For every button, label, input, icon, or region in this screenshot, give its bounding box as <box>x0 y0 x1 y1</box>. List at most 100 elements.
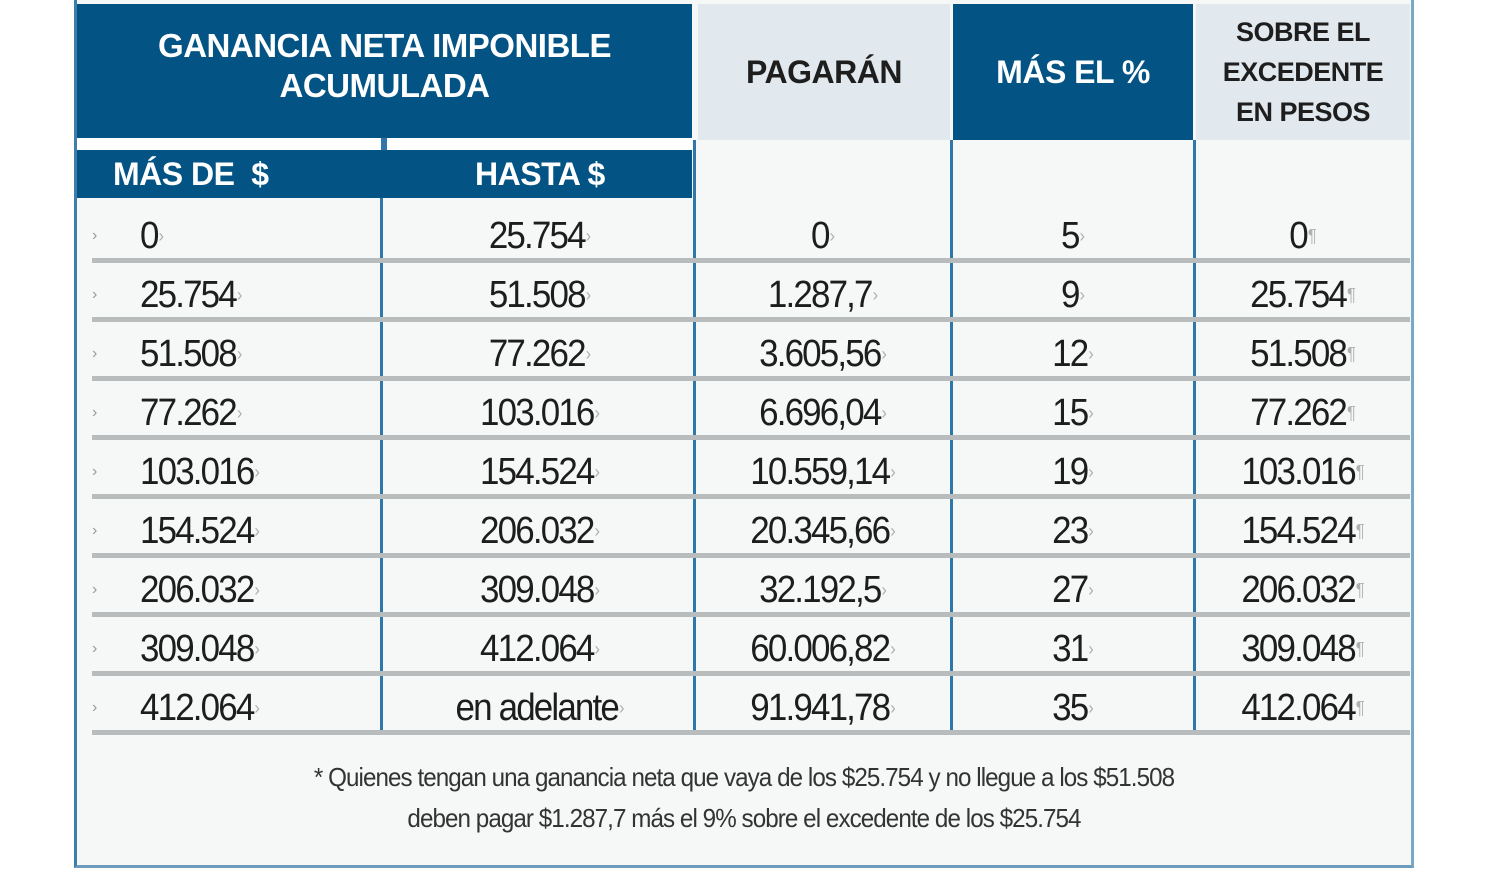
cell-hasta: 103.016 › <box>399 384 681 442</box>
tab-mark-icon: › <box>236 402 243 423</box>
footnote-line2: deben pagar $1.287,7 más el 9% sobre el … <box>407 803 1081 833</box>
cell-excedente: 77.262 ¶ <box>1205 384 1402 442</box>
tab-mark-icon: › <box>618 697 625 718</box>
tab-mark-icon: › <box>92 345 98 362</box>
cell-pct: 31 › <box>963 620 1184 678</box>
cell-excedente-value: 154.524 <box>1241 509 1356 552</box>
cell-mas-de: 0 › <box>140 207 164 265</box>
cell-hasta: 154.524 › <box>399 443 681 501</box>
tab-mark-icon: › <box>585 225 592 246</box>
cell-excedente-value: 206.032 <box>1241 568 1356 611</box>
cell-excedente-value: 51.508 <box>1250 332 1348 375</box>
cell-hasta-value: en adelante <box>455 686 620 729</box>
row-separator <box>92 376 1410 381</box>
cell-mas-de-value: 206.032 <box>140 568 255 611</box>
table-row: › 154.524 › 206.032 › 20.345,66 › 23 › 154.524 ¶ <box>0 502 1500 560</box>
tab-mark-icon: › <box>1088 520 1094 541</box>
tab-mark-icon: › <box>585 284 592 305</box>
cell-pct: 35 › <box>963 679 1184 737</box>
cell-pagaran: 0 › <box>706 207 940 265</box>
row-separator <box>92 317 1410 322</box>
cell-excedente: 103.016 ¶ <box>1205 443 1402 501</box>
cell-mas-de-value: 25.754 <box>140 273 238 316</box>
tab-mark-icon: › <box>594 520 600 541</box>
tab-mark-icon: › <box>254 579 260 600</box>
cell-hasta: 412.064 › <box>399 620 681 678</box>
cell-pct: 5 › <box>963 207 1184 265</box>
cell-mas-de: 77.262 › <box>140 384 242 442</box>
tab-mark-icon: › <box>890 461 896 482</box>
cell-mas-de-value: 103.016 <box>140 450 255 493</box>
cell-excedente-value: 103.016 <box>1241 450 1356 493</box>
pilcrow-icon: ¶ <box>1355 520 1365 541</box>
cell-pagaran: 1.287,7 › <box>706 266 940 324</box>
cell-pagaran-value: 6.696,04 <box>759 391 882 434</box>
cell-pagaran-value: 0 <box>810 214 830 257</box>
cell-mas-de-value: 51.508 <box>140 332 238 375</box>
tab-mark-icon: › <box>92 581 98 598</box>
tab-mark-icon: › <box>829 225 836 246</box>
tab-mark-icon: › <box>92 522 98 539</box>
cell-mas-de-value: 0 <box>140 214 159 257</box>
pilcrow-icon: ¶ <box>1346 284 1356 305</box>
cell-pagaran-value: 60.006,82 <box>750 627 891 670</box>
pilcrow-icon: ¶ <box>1346 343 1356 364</box>
header-mas-de: MÁS DE $ HASTA $ <box>77 150 692 198</box>
cell-mas-de: 309.048 › <box>140 620 260 678</box>
cell-pagaran-value: 1.287,7 <box>767 273 874 316</box>
cell-pct: 15 › <box>963 384 1184 442</box>
cell-mas-de-value: 309.048 <box>140 627 255 670</box>
tab-mark-icon: › <box>254 638 260 659</box>
cell-excedente-value: 0 <box>1289 214 1308 257</box>
tab-mark-icon: › <box>594 402 600 423</box>
cell-excedente: 0 ¶ <box>1205 207 1402 265</box>
tab-mark-icon: › <box>254 461 260 482</box>
header-ganancia-line1: GANANCIA NETA IMPONIBLE <box>158 27 611 64</box>
cell-hasta-value: 25.754 <box>488 214 587 257</box>
header-sobre-line2: EXCEDENTE <box>1222 57 1384 87</box>
cell-pagaran: 91.941,78 › <box>706 679 940 737</box>
table-row: › 0 › 25.754 › 0 › 5 › 0 ¶ <box>0 207 1500 265</box>
cell-pct-value: 31 <box>1052 627 1089 670</box>
cell-pagaran: 10.559,14 › <box>706 443 940 501</box>
header-sobre-line3: EN PESOS <box>1235 97 1371 127</box>
row-separator <box>92 494 1410 499</box>
cell-pagaran: 60.006,82 › <box>706 620 940 678</box>
cell-excedente: 206.032 ¶ <box>1205 561 1402 619</box>
cell-mas-de-value: 154.524 <box>140 509 255 552</box>
cell-mas-de: 412.064 › <box>140 679 260 737</box>
pilcrow-icon: ¶ <box>1355 461 1365 482</box>
cell-mas-de: 154.524 › <box>140 502 260 560</box>
cell-pagaran: 3.605,56 › <box>706 325 940 383</box>
row-separator <box>92 612 1410 617</box>
header-mas-el-pct: MÁS EL % <box>953 4 1193 140</box>
tab-mark-icon: › <box>1088 402 1094 423</box>
cell-pct-value: 5 <box>1060 214 1080 257</box>
tab-mark-icon: › <box>890 520 896 541</box>
tab-mark-icon: › <box>594 638 600 659</box>
footnote-line1: * Quienes tengan una ganancia neta que v… <box>313 762 1175 792</box>
cell-pct-value: 27 <box>1052 568 1089 611</box>
tab-mark-icon: › <box>1088 579 1094 600</box>
cell-hasta: 309.048 › <box>399 561 681 619</box>
tab-mark-icon: › <box>881 343 887 364</box>
row-separator <box>92 258 1410 263</box>
tab-mark-icon: › <box>585 343 592 364</box>
tab-mark-icon: › <box>92 227 98 244</box>
cell-hasta: 25.754 › <box>399 207 681 265</box>
table-row: › 103.016 › 154.524 › 10.559,14 › 19 › 103.016 ¶ <box>0 443 1500 501</box>
pilcrow-icon: ¶ <box>1346 402 1356 423</box>
tab-mark-icon: › <box>158 225 165 246</box>
cell-pagaran-value: 10.559,14 <box>750 450 891 493</box>
header-divider-split <box>381 138 387 150</box>
cell-pct-value: 35 <box>1052 686 1089 729</box>
cell-hasta-value: 412.064 <box>480 627 595 670</box>
row-separator <box>92 730 1410 735</box>
tab-mark-icon: › <box>92 404 98 421</box>
cell-mas-de: 206.032 › <box>140 561 260 619</box>
tab-mark-icon: › <box>92 699 98 716</box>
header-mas-el-pct-label: MÁS EL % <box>996 53 1150 90</box>
cell-hasta-value: 51.508 <box>488 273 587 316</box>
cell-hasta: 206.032 › <box>399 502 681 560</box>
cell-mas-de: 51.508 › <box>140 325 242 383</box>
